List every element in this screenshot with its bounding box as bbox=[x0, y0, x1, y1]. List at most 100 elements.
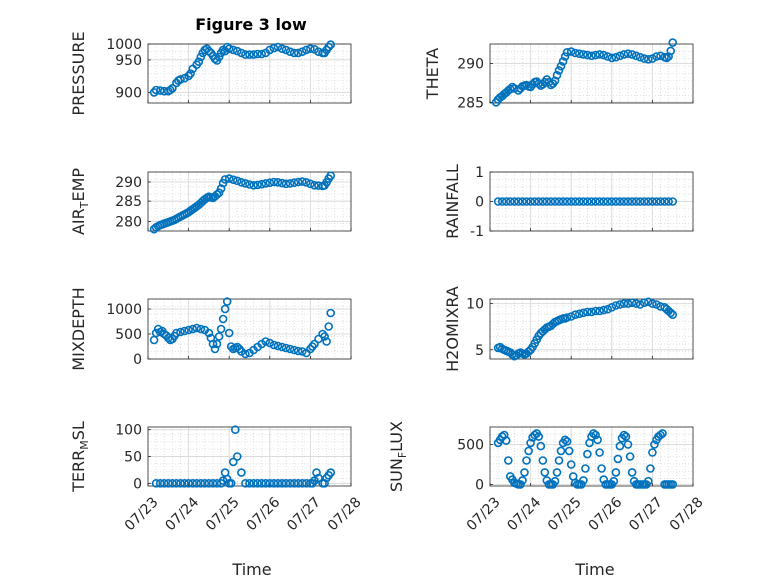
data-point-terr_msl bbox=[196, 478, 206, 488]
y-tick-label: 100 bbox=[115, 423, 142, 439]
y-tick-label: 50 bbox=[124, 450, 142, 466]
data-point-sun_flux bbox=[522, 456, 531, 465]
data-point-terr_msl bbox=[208, 478, 218, 488]
data-point-sun_flux bbox=[530, 430, 540, 440]
data-point-mixdepth bbox=[261, 337, 271, 346]
data-point-sun_flux bbox=[526, 438, 535, 448]
data-point-pressure bbox=[214, 52, 224, 62]
data-point-rainfall bbox=[611, 197, 621, 206]
x-tick-label: 07/23 bbox=[464, 494, 504, 534]
data-point-air_temp bbox=[289, 178, 299, 187]
data-point-sun_flux bbox=[560, 435, 570, 445]
data-point-theta bbox=[562, 47, 572, 57]
data-point-pressure bbox=[297, 47, 307, 57]
data-point-terr_msl bbox=[265, 478, 275, 488]
data-point-pressure bbox=[229, 45, 238, 55]
data-point-pressure bbox=[241, 50, 250, 59]
data-point-mixdepth bbox=[222, 297, 232, 306]
data-point-terr_msl bbox=[204, 478, 214, 488]
data-point-h2omixra bbox=[643, 297, 653, 307]
data-point-pressure bbox=[194, 57, 204, 67]
data-point-rainfall bbox=[660, 197, 669, 206]
data-point-h2omixra bbox=[619, 299, 629, 308]
data-point-theta bbox=[603, 52, 613, 61]
data-point-h2omixra bbox=[583, 307, 592, 317]
data-point-sun_flux bbox=[536, 441, 546, 451]
data-point-theta bbox=[619, 50, 629, 59]
data-point-rainfall bbox=[570, 197, 580, 206]
data-point-h2omixra bbox=[615, 300, 625, 309]
data-point-mixdepth bbox=[216, 324, 226, 334]
data-point-rainfall bbox=[619, 197, 629, 206]
data-point-air_temp bbox=[326, 171, 336, 180]
y-tick-label: 1000 bbox=[106, 302, 142, 318]
data-point-air_temp bbox=[212, 190, 222, 199]
y-tick-label: 285 bbox=[457, 95, 484, 111]
data-point-theta bbox=[635, 52, 645, 62]
data-point-pressure bbox=[155, 86, 165, 95]
data-point-terr_msl bbox=[273, 478, 283, 488]
data-point-terr_msl bbox=[226, 478, 236, 488]
y-tick-label: 950 bbox=[115, 53, 142, 69]
data-point-pressure bbox=[265, 45, 275, 55]
panel-mixdepth: 0 500 1000 MIXDEPTH bbox=[69, 287, 352, 371]
x-tick-label: 07/24 bbox=[504, 494, 544, 534]
data-point-air_temp bbox=[281, 179, 291, 189]
data-point-mixdepth bbox=[293, 346, 303, 356]
y-tick-label: 290 bbox=[115, 175, 142, 191]
data-point-theta bbox=[505, 84, 515, 94]
y-axis-label: SUNFLUX bbox=[387, 421, 409, 492]
data-point-rainfall bbox=[526, 197, 535, 206]
data-point-rainfall bbox=[603, 197, 613, 206]
data-point-sun_flux bbox=[621, 432, 631, 441]
data-point-terr_msl bbox=[155, 478, 165, 488]
data-point-terr_msl bbox=[312, 468, 321, 477]
data-point-air_temp bbox=[277, 178, 287, 188]
data-point-h2omixra bbox=[652, 300, 661, 309]
data-point-theta bbox=[627, 50, 637, 59]
data-point-mixdepth bbox=[218, 314, 228, 324]
y-tick-label: 500 bbox=[457, 438, 484, 454]
data-point-theta bbox=[599, 50, 609, 60]
panel-terr_msl: 0 50 100 07/23 07/24 07/25 07/26 07/27 07/28 TERR… bbox=[69, 421, 365, 534]
data-point-terr_msl bbox=[200, 478, 210, 488]
data-point-rainfall bbox=[615, 197, 625, 206]
data-point-air_temp bbox=[245, 180, 254, 189]
data-point-air_temp bbox=[257, 179, 267, 189]
data-point-rainfall bbox=[522, 197, 531, 206]
data-point-rainfall bbox=[607, 197, 617, 206]
data-point-sun_flux bbox=[538, 456, 548, 465]
data-point-rainfall bbox=[591, 197, 600, 206]
data-point-sun_flux bbox=[579, 476, 588, 485]
data-point-theta bbox=[591, 50, 600, 60]
data-point-sun_flux bbox=[518, 476, 527, 485]
data-point-mixdepth bbox=[297, 347, 307, 356]
data-point-h2omixra bbox=[627, 298, 637, 308]
data-point-air_temp bbox=[249, 181, 258, 190]
data-point-h2omixra bbox=[611, 301, 621, 310]
x-label-right: Time bbox=[574, 560, 614, 579]
data-point-sun_flux bbox=[648, 448, 657, 457]
data-point-theta bbox=[560, 52, 570, 61]
x-tick-label: 07/28 bbox=[667, 494, 707, 534]
data-point-air_temp bbox=[237, 178, 246, 187]
data-point-terr_msl bbox=[269, 478, 279, 488]
data-point-sun_flux bbox=[550, 476, 560, 486]
data-point-mixdepth bbox=[269, 340, 279, 350]
data-point-air_temp bbox=[297, 177, 307, 186]
data-point-terr_msl bbox=[180, 478, 189, 488]
data-point-theta bbox=[615, 51, 625, 61]
data-point-theta bbox=[623, 49, 633, 59]
data-point-pressure bbox=[196, 52, 206, 62]
data-point-theta bbox=[595, 50, 604, 59]
data-point-theta bbox=[648, 54, 657, 63]
data-point-mixdepth bbox=[212, 339, 222, 349]
axes-box bbox=[489, 298, 694, 360]
data-point-h2omixra bbox=[648, 299, 657, 308]
data-point-rainfall bbox=[514, 197, 523, 206]
data-point-air_temp bbox=[220, 175, 230, 184]
data-point-mixdepth bbox=[277, 342, 287, 352]
data-point-pressure bbox=[166, 85, 175, 95]
data-point-sun_flux bbox=[562, 437, 572, 446]
